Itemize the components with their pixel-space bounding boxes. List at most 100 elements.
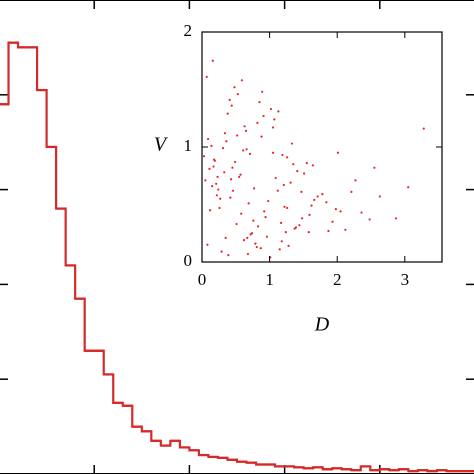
x-tick-label: 3 [401,270,410,289]
x-tick-label: 0 [198,270,207,289]
scatter-point [271,151,275,154]
scatter-point [269,107,273,111]
scatter-point [344,228,347,231]
scatter-point [236,93,239,96]
scatter-point [246,252,250,256]
scatter-point [231,166,234,169]
scatter-point [267,199,270,203]
scatter-point [213,158,216,161]
scatter-point [252,187,256,190]
scatter-point [210,144,213,147]
scatter-point [225,140,228,143]
scatter-point [265,235,269,238]
scatter-point [230,104,233,107]
scatter-point [229,196,232,199]
scatter-point [286,206,289,210]
scatter-point [242,149,245,152]
scatter-point [263,210,266,213]
scatter-point [292,163,295,166]
scatter-point [234,160,237,164]
scatter-point [218,206,221,210]
scatter-point [274,176,277,180]
scatter-point [360,211,363,214]
scatter-point [260,135,263,138]
scatter-point [302,172,306,175]
scatter-point [233,86,236,89]
y-tick-label: 0 [184,251,193,270]
scatter-point [296,170,299,173]
scatter-point [327,229,330,233]
scatter-point [246,236,249,239]
scatter-point [336,151,339,154]
scatter-point [277,110,280,113]
scatter-point [310,204,313,207]
scatter-point [205,75,208,78]
scatter-point [204,179,207,182]
histogram-outline [0,41,474,473]
scatter-point [248,152,252,155]
scatter-point [227,254,230,257]
scatter-point [354,179,357,182]
scatter-point [219,197,222,200]
scatter-point [244,129,248,132]
scatter-point [231,189,235,192]
scatter-point [282,183,285,187]
scatter-point [334,208,337,211]
scatter-point [287,244,290,247]
scatter-point [216,175,219,178]
scatter-point [215,182,218,185]
scatter-point [307,231,310,234]
scatter-point [278,248,281,251]
scatter-point [245,148,248,151]
scatter-point [242,239,246,242]
scatter-point [316,195,319,198]
scatter-point [209,209,212,212]
y-tick-label: 2 [184,21,193,40]
scatter-point [224,236,227,239]
scatter-point [235,222,238,226]
scatter-point [252,219,255,222]
scatter-point [378,195,381,198]
scatter-point [206,137,210,141]
scatter-point [206,243,209,246]
scatter-point [321,193,324,196]
scatter-point [217,188,220,191]
scatter-point [208,167,211,170]
scatter-point [300,217,304,220]
x-axis-label: D [314,314,330,336]
scatter-point [212,165,215,168]
scatter-point [261,90,264,93]
scatter-point [238,175,241,178]
scatter-point [258,101,261,104]
scatter-point [228,98,231,101]
scatter-point [279,221,283,224]
scatter-point [289,181,292,184]
scatter-point [259,247,262,250]
scatter-point [422,127,425,130]
scatter-point [247,202,250,205]
scatter-point [262,114,265,118]
scatter-point [305,162,308,165]
scatter-point [373,166,376,169]
scatter-point [211,59,214,62]
scatter-point [273,118,276,121]
scatter-point [215,194,218,197]
scatter-point [350,190,353,193]
scatter-point [294,226,298,229]
y-tick-label: 1 [184,136,193,155]
scatter-point [308,213,311,216]
scatter-point [276,189,279,192]
scatter-point [220,250,223,253]
x-tick-label: 2 [333,270,342,289]
scatter-point [286,156,289,159]
scatter-point [243,125,246,128]
scatter-point [394,217,398,220]
scatter-point [331,220,334,223]
scatter-point [339,210,342,213]
scatter-point [290,142,294,145]
scatter-point [283,205,286,208]
scatter-point [313,198,316,201]
scatter-point [240,212,243,215]
scatter-point [407,186,410,189]
